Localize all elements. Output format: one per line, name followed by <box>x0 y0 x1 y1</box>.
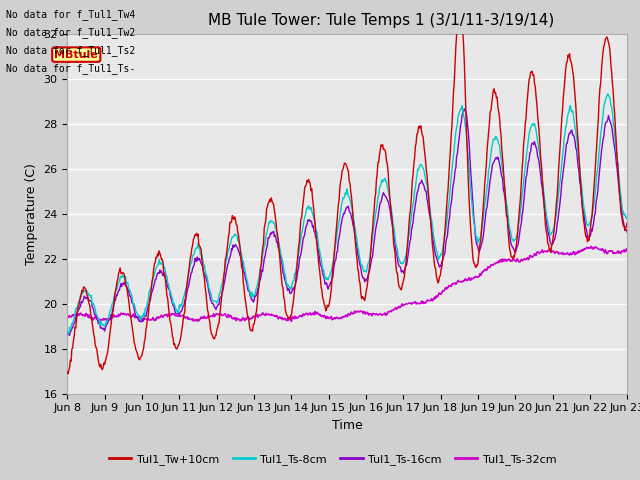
X-axis label: Time: Time <box>332 419 363 432</box>
Y-axis label: Temperature (C): Temperature (C) <box>25 163 38 264</box>
Title: MB Tule Tower: Tule Temps 1 (3/1/11-3/19/14): MB Tule Tower: Tule Temps 1 (3/1/11-3/19… <box>207 13 554 28</box>
Legend: Tul1_Tw+10cm, Tul1_Ts-8cm, Tul1_Ts-16cm, Tul1_Ts-32cm: Tul1_Tw+10cm, Tul1_Ts-8cm, Tul1_Ts-16cm,… <box>105 450 561 469</box>
Text: No data for f_Tul1_Ts-: No data for f_Tul1_Ts- <box>6 63 136 74</box>
Text: No data for f_Tul1_Tw2: No data for f_Tul1_Tw2 <box>6 27 136 38</box>
Text: No data for f_Tul1_Ts2: No data for f_Tul1_Ts2 <box>6 45 136 56</box>
Text: MBtule: MBtule <box>54 49 98 60</box>
Text: No data for f_Tul1_Tw4: No data for f_Tul1_Tw4 <box>6 9 136 20</box>
